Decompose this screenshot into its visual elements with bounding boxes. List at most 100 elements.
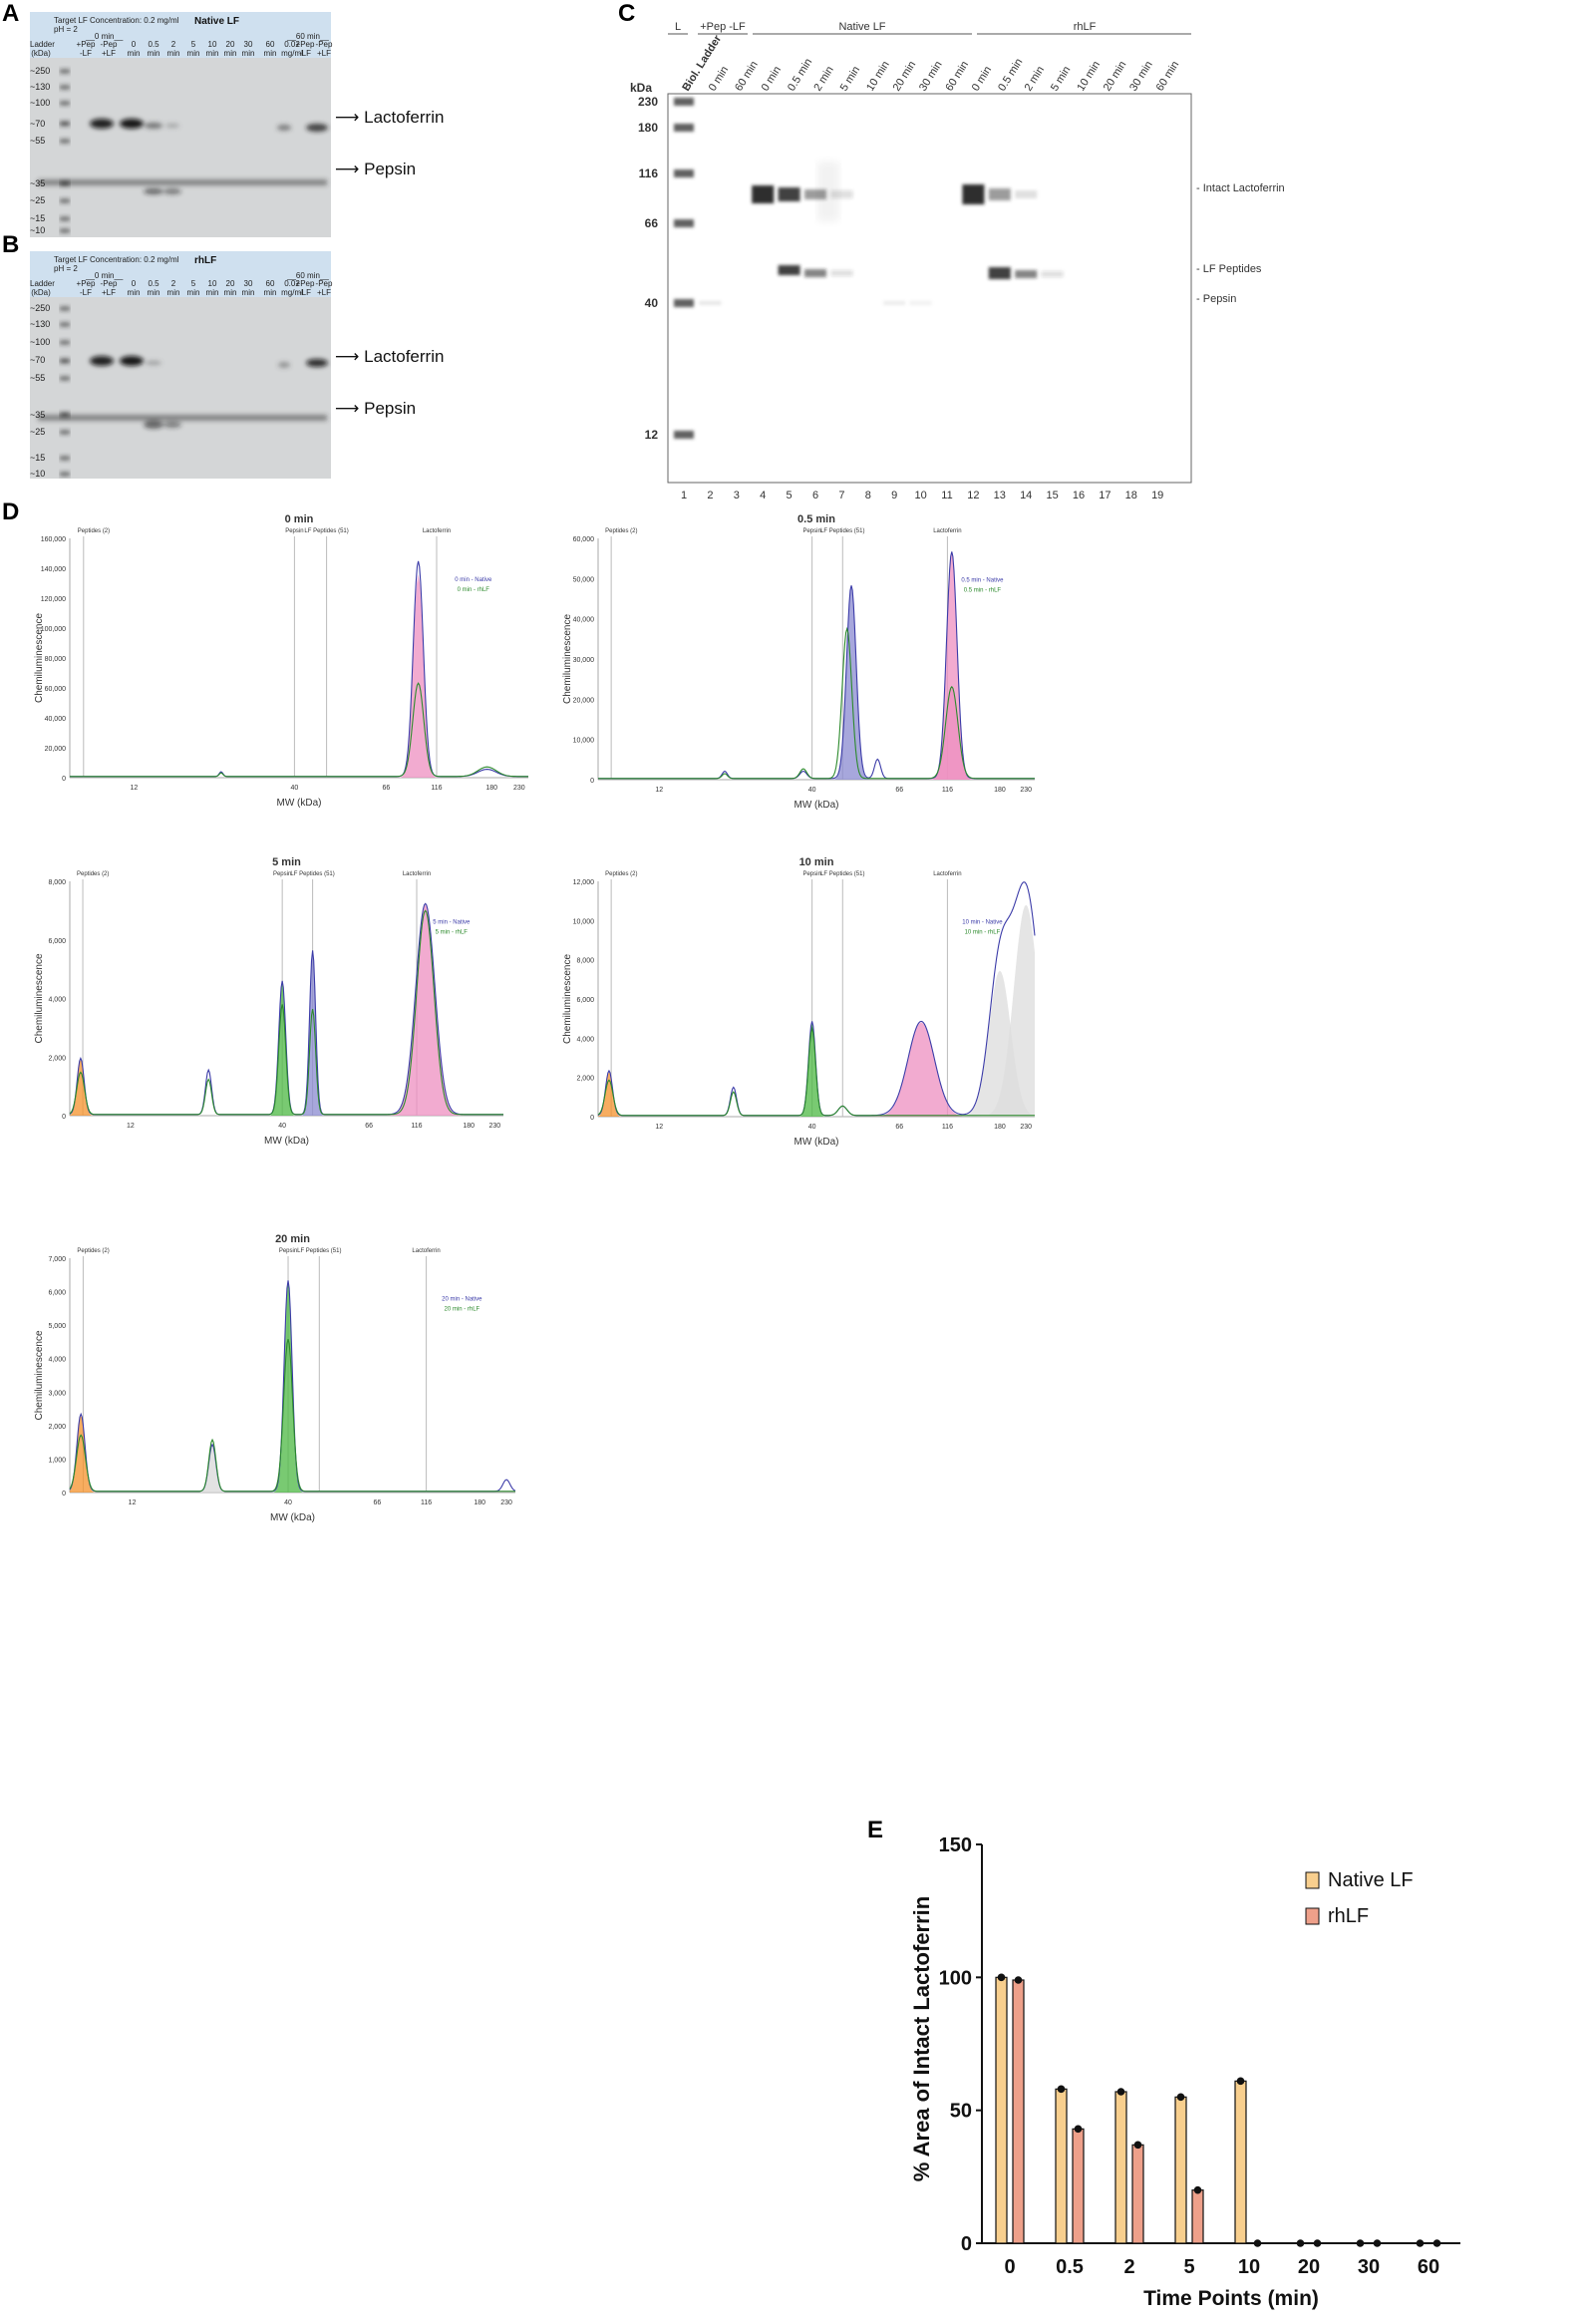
- lane-label-bottom: min: [127, 288, 141, 297]
- error-point: [1193, 2185, 1202, 2194]
- x-tick: 66: [374, 1499, 382, 1506]
- lane-label-bottom: min: [186, 49, 200, 58]
- error-point: [1116, 2088, 1125, 2096]
- x-tick: 116: [942, 787, 953, 794]
- reference-label: Lactoferrin: [412, 1248, 440, 1254]
- panel-label-a: A: [2, 0, 20, 27]
- gel-a-label-lactoferrin: Lactoferrin: [364, 108, 445, 127]
- x-tick-label: 30: [1358, 2256, 1380, 2278]
- error-point: [1313, 2239, 1322, 2247]
- lane-title: 0 min: [760, 64, 784, 93]
- bar-series: [995, 1973, 1441, 2247]
- y-axis-label: Chemiluminescence: [562, 614, 573, 704]
- error-point: [1296, 2239, 1305, 2247]
- mw-marker: ~130: [30, 319, 51, 329]
- lane-label-bottom: min: [241, 49, 255, 58]
- gel-a-title: Native LF: [194, 16, 240, 27]
- x-axis-label: MW (kDa): [794, 800, 839, 811]
- y-tick: 80,000: [45, 656, 67, 663]
- sample-band: [909, 301, 932, 305]
- x-tick: 12: [129, 1499, 137, 1506]
- reference-label: LF Peptides (51): [297, 1248, 341, 1254]
- lane-number: 8: [865, 490, 871, 501]
- lane-label-bottom: +LF: [101, 288, 116, 297]
- gel-a-group-0: __0 min__: [86, 32, 124, 41]
- electropherogram-3: 10 min Chemiluminescence MW (kDa) 0 2,000 4,0…: [562, 856, 1036, 1148]
- x-tick: 230: [1020, 787, 1032, 794]
- legend-native: 0 min - Native: [455, 577, 492, 583]
- mw-marker: ~15: [30, 213, 46, 223]
- lane-title: 0.5 min: [996, 57, 1025, 94]
- legend-rhlf: 10 min - rhLF: [965, 929, 1001, 935]
- trace-rhlf: [597, 1026, 1035, 1117]
- y-axis-label: Chemiluminescence: [562, 954, 573, 1044]
- gel-b-group-60: __60 min__: [287, 271, 329, 280]
- reference-label: Lactoferrin: [933, 871, 961, 877]
- gel-b-conc: Target LF Concentration: 0.2 mg/ml: [54, 255, 179, 264]
- reference-label: LF Peptides (51): [304, 528, 348, 534]
- lane-label-top: 0.5: [148, 40, 159, 49]
- error-point: [997, 1973, 1006, 1982]
- electropherogram-2: 5 min Chemiluminescence MW (kDa) 0 2,000 4,00…: [34, 856, 503, 1147]
- x-tick: 12: [655, 787, 663, 794]
- lane-label-top: 0: [131, 279, 137, 288]
- reference-label: Pepsin: [802, 528, 820, 534]
- kda-tick: 180: [638, 121, 658, 135]
- lane-number: 15: [1046, 490, 1058, 501]
- x-tick: 66: [383, 785, 391, 792]
- label-lf-peptides: - LF Peptides: [1196, 263, 1262, 275]
- sample-band: [1041, 271, 1064, 277]
- panel-label-c: C: [618, 0, 636, 27]
- lane-label-bottom: -LF: [299, 49, 311, 58]
- electropherogram-1: 0.5 min Chemiluminescence MW (kDa) 0 10,000 2…: [562, 513, 1035, 811]
- gel-a-bands: [38, 70, 328, 232]
- lane-number: 1: [681, 490, 687, 501]
- y-tick: 160,000: [41, 536, 66, 543]
- legend-native: 5 min - Native: [433, 919, 471, 925]
- legend-rhlf: 5 min - rhLF: [436, 929, 469, 935]
- ghost-smear-lane8: [817, 162, 839, 221]
- lane-label-top: -Pep: [315, 40, 333, 49]
- gel-a-ph: pH = 2: [54, 25, 78, 34]
- electropherogram-0: 0 min Chemiluminescence MW (kDa) 0 20,000 40,…: [34, 513, 529, 809]
- y-tick-label: 150: [939, 1834, 972, 1856]
- sample-band: [830, 190, 853, 198]
- legend-native: 0.5 min - Native: [961, 578, 1004, 584]
- electropherogram-panel-d: 0 min Chemiluminescence MW (kDa) 0 20,000 40,…: [30, 510, 1589, 1817]
- sample-band: [1015, 270, 1038, 278]
- gel-b-label-lactoferrin: Lactoferrin: [364, 347, 445, 366]
- label-intact-lf: - Intact Lactoferrin: [1196, 182, 1285, 194]
- lane-label-top: Ladder: [30, 40, 55, 49]
- y-tick: 30,000: [573, 657, 595, 664]
- capillary-lane-numbers: 1 2 3 4 5 6 7 8 9 10 11 12 13 14 15 16 17 18 19: [681, 490, 1163, 501]
- lane-number: 4: [760, 490, 766, 501]
- peak-fill: [70, 904, 503, 1116]
- sample-band: [804, 269, 826, 277]
- gel-panel-b: Target LF Concentration: 0.2 mg/ml pH = …: [30, 251, 332, 479]
- sample-band: [778, 265, 800, 275]
- lane-label-top: 30: [243, 40, 253, 49]
- x-tick: 180: [485, 785, 497, 792]
- legend-swatch: [1305, 1871, 1320, 1889]
- x-tick: 116: [431, 785, 442, 792]
- x-tick-label: 60: [1418, 2256, 1439, 2278]
- gel-a-header: [30, 12, 331, 58]
- x-tick: 180: [994, 1124, 1006, 1131]
- bar-native-lf: [1174, 2096, 1187, 2244]
- mw-marker: ~100: [30, 98, 51, 108]
- gel-b-header: [30, 251, 331, 297]
- y-tick: 4,000: [576, 1036, 594, 1043]
- lane-label-top: -Pep: [100, 40, 118, 49]
- lane-title: 2 min: [1023, 64, 1047, 93]
- error-point: [1074, 2125, 1083, 2134]
- reference-label: Lactoferrin: [423, 528, 451, 534]
- group-ctrl: +Pep -LF: [700, 21, 746, 33]
- lane-label-bottom: min: [223, 288, 237, 297]
- mw-marker: ~10: [30, 469, 46, 479]
- lane-title: 0 min: [707, 64, 731, 93]
- x-tick: 12: [655, 1124, 663, 1131]
- lane-label-bottom: min: [205, 49, 219, 58]
- lane-label-bottom: min: [147, 288, 160, 297]
- lane-number: 7: [838, 490, 844, 501]
